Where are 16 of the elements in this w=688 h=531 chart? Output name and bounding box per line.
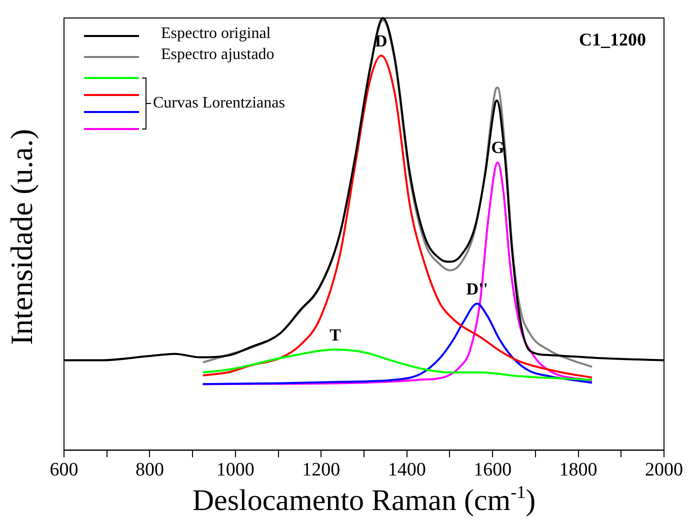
x-tick-label: 1200	[302, 460, 340, 481]
x-axis-title: Deslocamento Raman (cm$^{-1}$)	[191, 482, 537, 518]
x-tick-label: 2000	[645, 460, 683, 481]
annotation: G	[491, 138, 504, 158]
x-tick-label: 800	[135, 460, 164, 481]
x-tick-label: 600	[50, 460, 78, 481]
x-tick-label: 1600	[474, 460, 512, 481]
legend-title: Curvas Lorentzianas	[153, 94, 285, 112]
annotation: C1_1200	[579, 30, 646, 50]
x-tick-label: 1800	[559, 460, 598, 481]
y-axis-title: Intensidade (u.a.)	[4, 128, 40, 348]
x-tick-label: 1400	[388, 460, 426, 481]
annotation: T	[330, 325, 342, 344]
x-tick-label: 1000	[216, 460, 254, 481]
legend-label: Espectro original	[161, 25, 272, 42]
legend-label: Espectro ajustado	[161, 46, 274, 64]
